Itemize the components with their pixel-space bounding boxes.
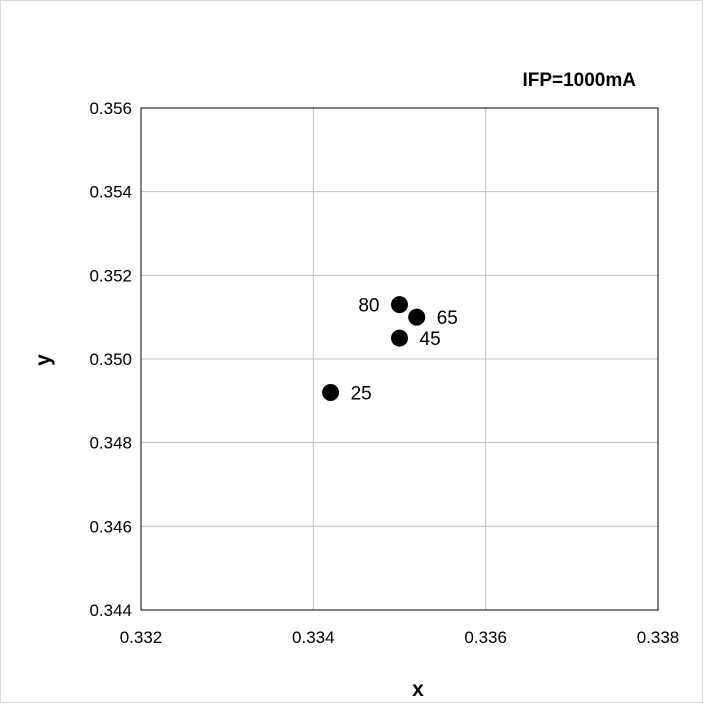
x-tick-label: 0.338 (637, 628, 680, 647)
data-point (322, 383, 340, 401)
data-point (408, 308, 426, 326)
y-tick-label: 0.344 (89, 601, 132, 620)
data-point-label: 65 (437, 308, 458, 329)
data-point (391, 329, 408, 347)
y-tick-label: 0.346 (89, 517, 132, 536)
x-tick-label: 0.332 (120, 628, 163, 647)
plot-area (140, 107, 659, 611)
x-tick-label: 0.336 (464, 628, 507, 647)
y-tick-label: 0.350 (89, 350, 132, 369)
x-tick-labels: 0.332 0.334 0.336 0.338 (120, 628, 680, 647)
x-axis-label: x (412, 678, 424, 701)
y-tick-label: 0.352 (89, 266, 132, 285)
x-tick-label: 0.334 (292, 628, 335, 647)
y-tick-label: 0.348 (89, 434, 132, 453)
data-point-label: 25 (351, 383, 372, 404)
data-point-label: 45 (420, 329, 441, 350)
grid-lines (141, 108, 658, 610)
y-tick-label: 0.354 (89, 183, 132, 202)
y-tick-labels: 0.344 0.346 0.348 0.350 0.352 0.354 0.356 (89, 99, 132, 620)
data-point-label: 80 (358, 296, 379, 317)
y-axis-label: y (32, 354, 55, 366)
data-point (391, 296, 408, 314)
chart-annotation: IFP=1000mA (522, 70, 636, 91)
y-tick-label: 0.356 (89, 99, 132, 118)
